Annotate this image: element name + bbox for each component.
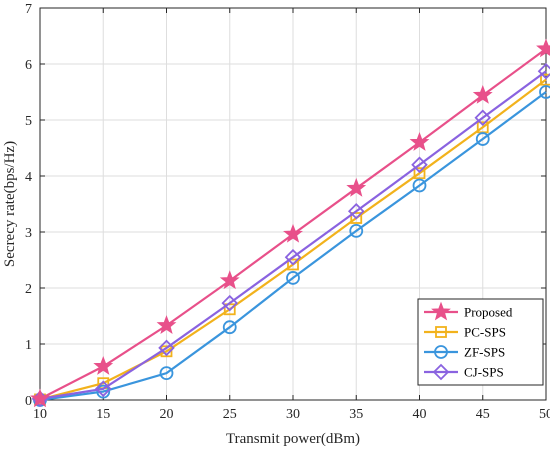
x-tick-label: 25 <box>223 407 237 422</box>
legend-item-cj-sps: CJ-SPS <box>424 363 504 381</box>
data-point-zf-sps <box>159 366 174 381</box>
data-point-zf-sps <box>349 223 364 238</box>
data-point-pc-sps <box>350 212 363 224</box>
x-tick-label: 20 <box>160 407 174 422</box>
series-proposed <box>30 38 550 408</box>
series-cj-sps <box>31 63 550 408</box>
x-tick-label: 50 <box>539 407 550 422</box>
legend-marker-zf-sps <box>434 345 448 359</box>
data-point-cj-sps <box>158 339 175 357</box>
legend-marker-cj-sps <box>432 363 450 381</box>
legend-item-pc-sps: PC-SPS <box>424 325 506 340</box>
x-tick-label: 45 <box>476 407 490 422</box>
y-axis-label: Secrecy rate(bps/Hz) <box>2 141 18 267</box>
legend-label-cj-sps: CJ-SPS <box>464 365 504 380</box>
legend-item-proposed: Proposed <box>424 301 513 321</box>
data-point-cj-sps <box>284 248 302 266</box>
x-axis-label: Transmit power(dBm) <box>226 431 360 447</box>
y-tick-label: 7 <box>25 2 32 17</box>
data-point-proposed <box>219 270 240 290</box>
legend-item-zf-sps: ZF-SPS <box>424 345 505 360</box>
y-tick-label: 3 <box>25 226 32 241</box>
data-point-cj-sps <box>94 380 112 398</box>
data-point-cj-sps <box>474 109 492 127</box>
data-point-proposed <box>409 131 430 151</box>
data-point-zf-sps <box>222 320 237 335</box>
y-tick-label: 4 <box>25 170 32 185</box>
legend-marker-proposed <box>431 301 451 321</box>
legend-marker-pc-sps <box>435 326 447 338</box>
y-tick-label: 5 <box>25 114 32 129</box>
data-point-cj-sps <box>537 63 550 80</box>
data-point-proposed <box>472 84 493 104</box>
data-point-proposed <box>93 355 114 375</box>
y-tick-label: 6 <box>25 58 32 73</box>
y-tick-label: 2 <box>25 282 32 297</box>
x-tick-label: 10 <box>33 407 47 422</box>
data-point-zf-sps <box>475 132 490 146</box>
series-line-cj-sps <box>39 70 547 400</box>
data-point-pc-sps <box>540 73 550 86</box>
legend: Proposed PC-SPS ZF-SPS CJ-SPS <box>417 298 544 386</box>
data-point-cj-sps <box>347 203 365 220</box>
y-tick-label: 1 <box>25 338 32 353</box>
legend-items: Proposed PC-SPS ZF-SPS CJ-SPS <box>424 301 513 381</box>
legend-label-pc-sps: PC-SPS <box>464 325 506 340</box>
data-point-zf-sps <box>286 271 300 285</box>
data-point-pc-sps <box>287 258 299 271</box>
data-point-zf-sps <box>539 85 550 99</box>
data-point-proposed <box>536 38 550 58</box>
data-point-proposed <box>283 223 303 243</box>
series-line-zf-sps <box>39 91 547 402</box>
data-point-proposed <box>30 388 50 408</box>
series-layer <box>30 38 550 408</box>
data-point-cj-sps <box>221 294 239 312</box>
x-tick-label: 15 <box>96 407 110 422</box>
legend-label-zf-sps: ZF-SPS <box>464 345 505 360</box>
x-tick-label: 40 <box>413 407 427 422</box>
data-point-proposed <box>156 315 177 334</box>
legend-label-proposed: Proposed <box>464 305 513 320</box>
data-point-zf-sps <box>96 384 111 399</box>
data-point-pc-sps <box>413 167 426 180</box>
x-tick-label: 30 <box>286 407 300 422</box>
data-point-cj-sps <box>411 156 428 174</box>
y-tick-label: 0 <box>25 394 32 409</box>
data-point-zf-sps <box>412 178 427 193</box>
data-point-proposed <box>346 177 367 197</box>
x-tick-label: 35 <box>349 407 363 422</box>
